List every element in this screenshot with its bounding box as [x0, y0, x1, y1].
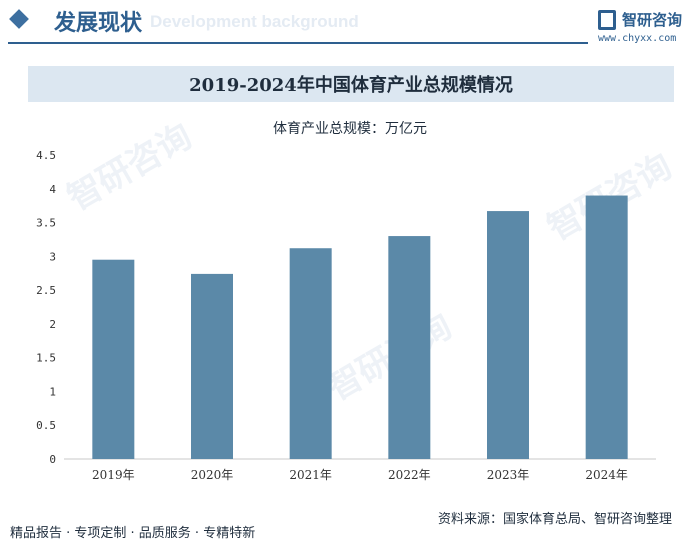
y-tick-label: 1.5	[36, 352, 56, 365]
bar-5	[585, 195, 628, 460]
x-tick-label: 2019年	[92, 468, 135, 482]
chart-title: 2019-2024年中国体育产业总规模情况	[189, 75, 513, 96]
y-tick-label: 4.5	[36, 149, 56, 162]
section-subtitle: Development background	[150, 12, 359, 31]
x-tick-label: 2022年	[388, 468, 431, 482]
y-tick-label: 1	[49, 385, 56, 398]
footer-tagline: 精品报告 · 专项定制 · 品质服务 · 专精特新	[10, 526, 256, 541]
x-tick-label: 2024年	[585, 468, 628, 482]
brand-name: 智研咨询	[622, 11, 683, 29]
x-tick-label: 2021年	[289, 468, 332, 482]
bar-1	[191, 273, 233, 459]
bar-4	[487, 211, 529, 459]
bar-2	[289, 248, 332, 459]
section-title: 发展现状	[54, 11, 143, 36]
brand-url: www.chyxx.com	[598, 33, 677, 44]
y-tick-label: 4	[49, 183, 56, 196]
header-divider	[8, 42, 588, 44]
chart-title-band: 2019-2024年中国体育产业总规模情况	[28, 66, 674, 102]
bar-0	[92, 259, 135, 459]
brand-logo: 智研咨询 www.chyxx.com	[598, 8, 698, 48]
brand-mark-icon	[598, 10, 616, 30]
y-tick-label: 2	[49, 318, 56, 331]
y-tick-label: 0	[49, 453, 56, 466]
x-tick-label: 2020年	[191, 468, 234, 482]
bar-3	[388, 236, 431, 459]
y-tick-label: 3	[49, 250, 56, 263]
y-tick-label: 2.5	[36, 284, 56, 297]
source-note: 资料来源：国家体育总局、智研咨询整理	[438, 512, 673, 527]
header-bar: Development background 发展现状 智研咨询 www.chy…	[0, 0, 700, 44]
x-tick-label: 2023年	[487, 468, 530, 482]
y-tick-label: 3.5	[36, 217, 56, 230]
y-tick-label: 0.5	[36, 419, 56, 432]
chart-y-label: 体育产业总规模：万亿元	[273, 121, 427, 137]
